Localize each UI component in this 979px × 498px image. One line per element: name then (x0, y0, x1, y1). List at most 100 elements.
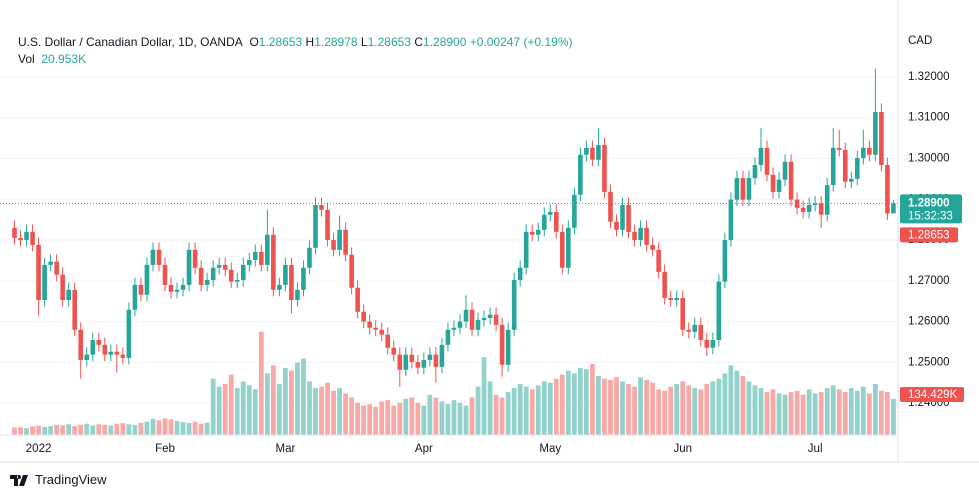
y-tick-label: 1.25000 (908, 356, 950, 368)
currency: CAD (908, 35, 932, 47)
ohlc-key: L (360, 35, 368, 49)
candle-body (90, 339, 96, 355)
candle-body (427, 354, 433, 360)
volume-bar (565, 370, 571, 435)
candle-body (861, 147, 866, 159)
candle-body (150, 249, 156, 265)
candle-body (307, 247, 312, 268)
volume-bar (234, 388, 240, 435)
brand[interactable]: TradingView (10, 472, 107, 487)
volume-bar (96, 424, 102, 435)
candle-body (848, 178, 854, 182)
volume-bar (174, 421, 180, 435)
volume-bar (475, 386, 481, 435)
volume-bar (487, 381, 493, 435)
volume-bar (240, 381, 246, 435)
countdown: 15:32:33 (908, 210, 953, 222)
volume-bar (331, 390, 336, 435)
candle-body (222, 264, 228, 270)
volume-pane (12, 331, 896, 435)
candle-body (602, 145, 607, 192)
candle-body (421, 359, 427, 368)
brand-logo (10, 474, 28, 486)
candle-body (686, 329, 692, 332)
candle-body (168, 284, 174, 292)
candle-body (620, 204, 625, 230)
volume-bar (788, 392, 794, 435)
volume-bar (252, 389, 258, 435)
candle-body (668, 297, 673, 300)
volume-bar (782, 394, 788, 435)
volume-bar (728, 365, 734, 435)
candle-body (445, 329, 451, 345)
ohlc-value: 1.28653 (258, 35, 303, 49)
candle-body (204, 280, 210, 285)
volume-bar (770, 389, 776, 435)
candle-body (638, 227, 643, 241)
volume-bar (692, 388, 698, 435)
candle-body (246, 260, 252, 265)
volume-bar (638, 377, 643, 435)
y-tick-label: 1.30000 (908, 153, 950, 165)
candle-body (710, 339, 716, 348)
candle-body (891, 203, 896, 214)
volume-bar (716, 378, 722, 435)
volume-bar (529, 389, 535, 435)
y-tick-label: 1.26000 (908, 316, 950, 328)
volume-bar (885, 392, 890, 435)
candle-body (740, 178, 746, 200)
candle-body (794, 199, 800, 208)
candle-body (355, 287, 360, 312)
volume-bar (72, 425, 78, 435)
volume-bar (469, 397, 475, 435)
candle-body (469, 309, 475, 330)
volume-bar (523, 386, 529, 435)
x-tick-label: 2022 (26, 443, 52, 455)
candle-body (584, 147, 589, 155)
volume-bar (385, 400, 391, 435)
candle-body (728, 199, 734, 241)
volume-bar (132, 424, 138, 435)
volume-bar (704, 384, 710, 435)
candle-body (385, 334, 391, 348)
volume-bar (337, 388, 342, 435)
x-tick-label: Jul (808, 443, 823, 455)
candle-body (337, 229, 342, 250)
volume-bar (559, 374, 565, 435)
volume-bar (264, 373, 270, 435)
candle-body (331, 240, 336, 250)
volume-bar (78, 424, 84, 435)
candle-body (776, 179, 782, 192)
candle-body (379, 329, 385, 335)
candle-body (879, 111, 884, 165)
candle-body (66, 289, 71, 300)
volume-bar (722, 373, 728, 435)
candle-body (84, 354, 90, 360)
x-tick-label: Apr (415, 443, 433, 455)
candle-body (210, 267, 216, 281)
candle-body (12, 227, 17, 239)
ohlc-value: 1.28653 (367, 35, 411, 49)
x-tick-label: Jun (673, 443, 692, 455)
volume-bar (493, 394, 499, 435)
candle-body (656, 249, 661, 272)
candle-body (800, 207, 806, 212)
candle-body (126, 309, 132, 358)
x-tick-label: Mar (275, 443, 295, 455)
volume-bar (391, 405, 397, 435)
grid (0, 76, 898, 404)
candle-body (590, 147, 595, 160)
candle-body (186, 249, 192, 285)
candle-body (662, 271, 667, 298)
candle-body (885, 165, 890, 214)
candle-body (162, 264, 168, 285)
candle-body (788, 161, 794, 200)
volume-bar (319, 386, 324, 435)
candle-body (271, 234, 276, 290)
volume-bar (90, 425, 96, 435)
volume-bar (842, 392, 848, 435)
candle-body (554, 211, 559, 232)
volume-bar (283, 367, 288, 435)
volume-bar (373, 406, 379, 435)
volume-bar (367, 404, 373, 435)
